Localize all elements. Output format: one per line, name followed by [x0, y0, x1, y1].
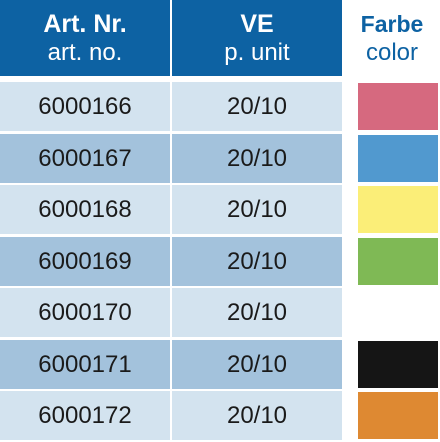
color-swatch	[358, 83, 438, 130]
ve-cell: 20/10	[172, 288, 342, 337]
ve-cell: 20/10	[172, 82, 342, 131]
art-no-cell: 6000169	[0, 236, 170, 286]
table-row: 6000168 20/10	[0, 185, 440, 234]
color-swatch	[358, 340, 438, 388]
color-swatch	[358, 134, 438, 182]
header-art-no-en: art. no.	[47, 39, 123, 66]
art-no-cell: 6000166	[0, 82, 170, 131]
color-swatch	[358, 392, 438, 439]
header-color-de: Farbe	[360, 11, 424, 37]
ve-cell: 20/10	[172, 185, 342, 234]
table-row: 6000170 20/10	[0, 288, 440, 337]
header-ve: VE p. unit	[172, 0, 342, 76]
table-row: 6000172 20/10	[0, 391, 440, 440]
art-no-cell: 6000172	[0, 391, 170, 440]
header-color-en: color	[365, 39, 419, 66]
header-color: Farbe color	[344, 0, 440, 76]
art-no-cell: 6000167	[0, 133, 170, 183]
color-swatch	[358, 186, 438, 233]
header-art-no-de: Art. Nr.	[43, 10, 127, 38]
ve-cell: 20/10	[172, 236, 342, 286]
header-ve-de: VE	[240, 10, 274, 38]
ve-cell: 20/10	[172, 339, 342, 389]
art-no-cell: 6000170	[0, 288, 170, 337]
header-ve-en: p. unit	[224, 39, 290, 66]
header-art-no: Art. Nr. art. no.	[0, 0, 170, 76]
table-body: 6000166 20/10 6000167 20/10 6000168 20/1…	[0, 82, 440, 442]
color-swatch	[358, 237, 438, 285]
color-swatch	[358, 289, 438, 336]
table-row: 6000171 20/10	[0, 339, 440, 389]
table-row: 6000167 20/10	[0, 133, 440, 183]
table-row: 6000169 20/10	[0, 236, 440, 286]
art-no-cell: 6000168	[0, 185, 170, 234]
ve-cell: 20/10	[172, 133, 342, 183]
ve-cell: 20/10	[172, 391, 342, 440]
table-row: 6000166 20/10	[0, 82, 440, 131]
art-no-cell: 6000171	[0, 339, 170, 389]
